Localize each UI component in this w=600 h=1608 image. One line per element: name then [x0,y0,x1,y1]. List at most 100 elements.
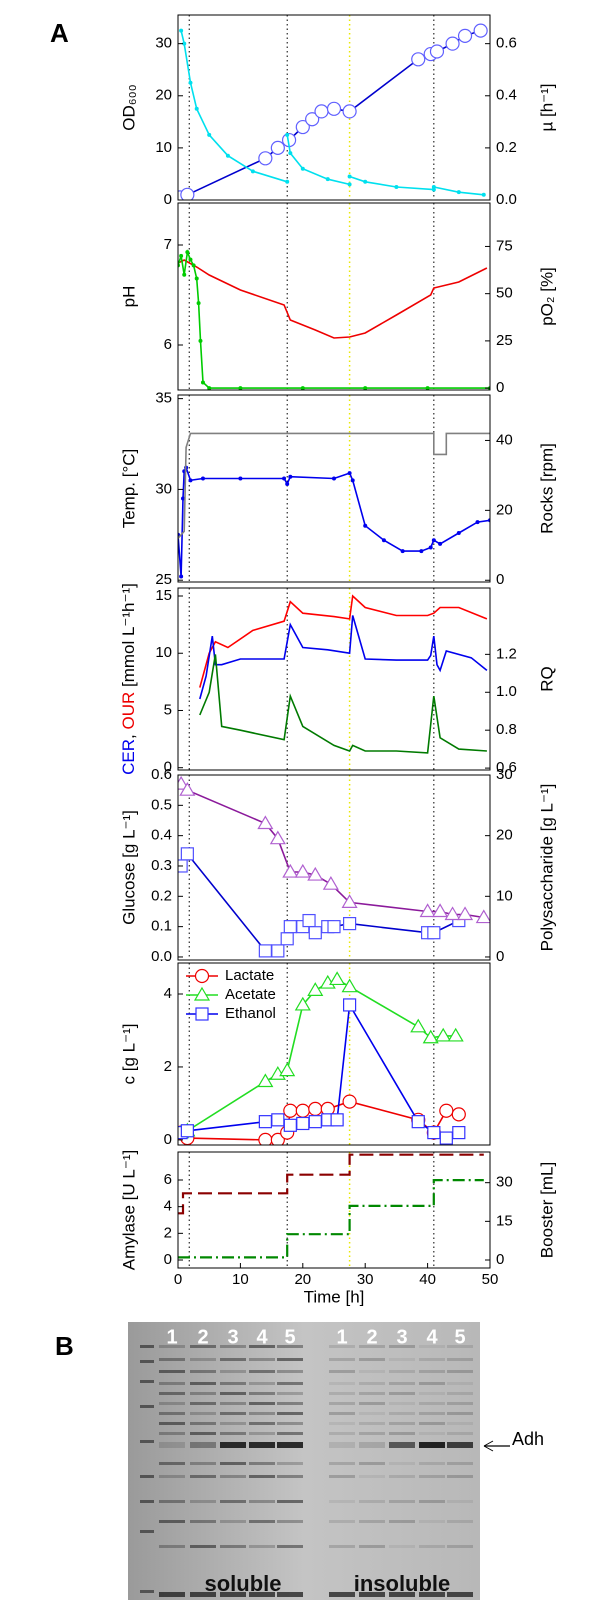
gel-band [159,1345,185,1348]
gel-band [329,1382,355,1385]
point [329,971,346,986]
point [475,909,490,924]
series-line [180,783,484,919]
gel-band [359,1382,385,1385]
gel-band [447,1520,473,1523]
panel-label: A [50,18,69,48]
gel-band [249,1545,275,1548]
gel-band [329,1402,355,1405]
ladder-band [140,1405,154,1408]
gel-band [277,1545,303,1548]
y2-tick-label: 0 [496,948,504,965]
gel-band [447,1358,473,1361]
gel-band [277,1442,303,1448]
band-label: Adh [512,1429,544,1449]
ladder-band [140,1380,154,1383]
point [439,1131,453,1145]
y-tick-label: 15 [155,587,172,604]
gel-band [249,1382,275,1385]
point [283,920,297,934]
y2-tick-label: 30 [496,1174,513,1191]
point [411,1115,425,1129]
point [288,474,293,479]
point [295,119,310,135]
point [258,944,272,958]
y-tick-label: 2 [164,1224,172,1241]
gel-band [389,1412,415,1415]
gel-band [220,1422,246,1425]
point [296,1116,310,1131]
gel-band [190,1358,216,1361]
point [475,520,480,525]
point [342,104,357,119]
plot-frame [177,774,491,961]
point [270,140,285,155]
y2-tick-label: 20 [496,501,513,518]
y-tick-label: 0 [164,1251,172,1268]
point [341,894,358,908]
gel-band [359,1370,385,1373]
gel-band [277,1422,303,1425]
gel-band [389,1345,415,1348]
ladder-band [140,1440,154,1443]
gel-band [329,1432,355,1435]
y-axis-label: c [g L⁻¹] [119,1024,138,1085]
point [419,903,436,918]
gel-band [447,1382,473,1385]
point [431,538,436,543]
lane-label: 4 [426,1326,438,1348]
gel-band [329,1345,355,1348]
point [410,1018,427,1033]
point [180,1124,194,1138]
point [457,28,473,43]
y2-tick-label: 0.6 [496,759,517,776]
point [280,932,294,946]
point [198,338,203,343]
y2-tick-label: 30 [496,766,513,783]
gel-band [389,1520,415,1523]
ladder-band [140,1500,154,1503]
gel-band [359,1592,385,1597]
gel-band [220,1412,246,1415]
lane-label: 1 [336,1326,347,1348]
point [325,177,330,182]
gel-band [159,1475,185,1478]
gel-band [359,1475,385,1478]
plot-frame [177,587,491,771]
point [179,28,184,33]
gel-band [190,1345,216,1348]
y-tick-label: 6 [164,336,172,353]
point [195,1007,209,1021]
y-tick-label: 6 [164,1171,172,1188]
y2-axis-label: pO₂ [%] [537,267,556,326]
gel-band [190,1592,216,1597]
point [343,917,357,931]
gel-band [220,1370,246,1373]
gel-band [329,1358,355,1361]
gel-band [277,1412,303,1415]
y-tick-label: 0 [164,1131,172,1148]
point [322,875,339,890]
gel-band [249,1442,275,1448]
x-tick-label: 40 [419,1271,436,1288]
point [307,866,324,881]
point [452,1125,466,1140]
lane-label: 5 [454,1326,465,1348]
y-tick-label: 4 [164,985,172,1002]
y-tick-label: 25 [155,571,172,588]
lane-label: 4 [256,1326,268,1348]
y-axis-label: Glucose [g L⁻¹] [119,810,138,925]
y2-tick-label: 15 [496,1212,513,1229]
y-tick-label: 0.5 [151,796,172,813]
point [194,106,199,111]
plot-frame [177,962,491,1146]
gel-band [249,1432,275,1435]
gel-band [249,1592,275,1597]
gel-band [389,1358,415,1361]
point [283,1118,297,1132]
y-axis-label: pH [119,286,138,308]
gel-band [159,1422,185,1425]
gel-band [190,1422,216,1425]
gel-band [220,1345,246,1348]
